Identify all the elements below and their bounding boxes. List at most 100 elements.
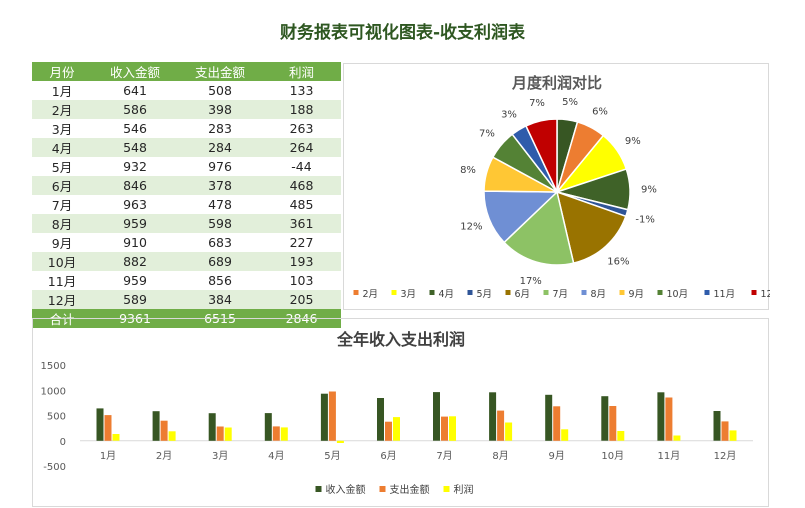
pie-chart-panel: 月度利润对比 5%6%9%9%-1%16%17%12%8%7%3%7% 1月2月… (343, 63, 771, 310)
x-tick-label: 11月 (658, 450, 681, 462)
cell-expense: 478 (208, 197, 232, 212)
legend-label: 利润 (454, 483, 474, 496)
legend-label: 7月 (553, 289, 569, 300)
income-expense-table: 月份 收入金额 支出金额 利润 1月 641 508 133 2月 586 398 188 3月… (32, 62, 341, 328)
legend-label: 2月 (363, 289, 379, 300)
pie-data-label: 3% (501, 110, 517, 121)
table-row: 11月 959 856 103 (32, 271, 341, 290)
bar (497, 410, 505, 441)
pie-chart-title: 月度利润对比 (511, 74, 602, 92)
x-tick-label: 5月 (324, 450, 340, 462)
legend-swatch (543, 290, 549, 295)
cell-month: 6月 (32, 176, 92, 195)
pie-data-label: 7% (479, 128, 495, 139)
x-tick-label: 9月 (549, 450, 565, 462)
bar (441, 416, 448, 441)
cell-income: 959 (92, 214, 178, 233)
table-row: 9月 910 683 227 (32, 233, 341, 252)
cell-profit: 263 (289, 121, 314, 136)
table-row: 12月 589 384 205 (32, 290, 341, 309)
bar (553, 406, 561, 441)
cell-month: 12月 (32, 290, 92, 309)
cell-profit: 193 (262, 252, 341, 271)
legend-swatch (379, 486, 386, 492)
cell-expense: 384 (178, 290, 262, 309)
bar (617, 431, 625, 441)
x-tick-label: 12月 (714, 450, 737, 462)
bar (152, 411, 160, 441)
y-tick-label: 0 (60, 437, 66, 448)
legend-label: 4月 (439, 289, 455, 300)
legend-swatch (443, 486, 450, 492)
bar (264, 413, 272, 441)
bar (713, 411, 721, 441)
legend-label: 8月 (591, 289, 607, 300)
bar (96, 408, 104, 441)
pie-data-label: 6% (592, 107, 608, 118)
bar (721, 421, 729, 441)
x-tick-label: 6月 (380, 450, 396, 462)
cell-profit: 485 (289, 197, 314, 212)
bar (385, 421, 392, 441)
cell-profit: 133 (289, 83, 314, 98)
pie-data-label: 9% (625, 136, 641, 147)
pie-data-label: 9% (641, 185, 657, 196)
cell-month: 8月 (32, 214, 92, 233)
bar (168, 431, 176, 441)
cell-month: 9月 (51, 236, 73, 251)
cell-income: 963 (123, 197, 147, 212)
pie-data-label: 12% (460, 222, 482, 233)
legend-label: 3月 (401, 289, 417, 300)
cell-expense: 856 (208, 273, 232, 288)
bar (377, 398, 384, 441)
legend-swatch (391, 290, 397, 295)
bar (272, 426, 280, 441)
legend-swatch (619, 290, 625, 295)
legend-label: 5月 (477, 289, 493, 300)
cell-income: 910 (123, 235, 147, 250)
bar (208, 413, 216, 441)
page-title: 财务报表可视化图表-收支利润表 (279, 23, 526, 43)
y-tick-label: 500 (47, 412, 66, 423)
legend-label: 12月 (761, 289, 771, 300)
cell-month: 10月 (32, 252, 92, 271)
table-row: 7月 963 478 485 (32, 195, 341, 214)
bar (489, 392, 497, 441)
cell-expense: 283 (208, 121, 232, 136)
bar (673, 435, 681, 441)
legend-label: 支出金额 (390, 483, 430, 496)
table-row: 6月 846 378 468 (32, 176, 341, 195)
bar (216, 426, 224, 441)
cell-income: 589 (92, 290, 178, 309)
table-header-row: 月份 收入金额 支出金额 利润 (32, 62, 341, 81)
pie-data-label: 17% (520, 276, 542, 287)
cell-profit: 103 (289, 273, 314, 288)
cell-month: 1月 (51, 84, 73, 99)
pie-data-label: 5% (562, 97, 578, 108)
cell-income: 546 (123, 121, 147, 136)
table-row: 5月 932 976 -44 (32, 157, 341, 176)
x-tick-label: 8月 (492, 450, 508, 462)
cell-expense: 976 (208, 159, 232, 174)
bar (601, 396, 609, 441)
pie-data-label: 16% (607, 257, 629, 268)
header-month: 月份 (32, 62, 92, 81)
legend-label: 9月 (629, 289, 645, 300)
legend-label: 10月 (667, 289, 689, 300)
legend-swatch (353, 290, 359, 295)
x-tick-label: 4月 (268, 450, 284, 462)
cell-profit: -44 (291, 159, 312, 174)
pie-data-label: -1% (635, 215, 654, 226)
bar (336, 440, 344, 443)
y-tick-label: 1500 (41, 361, 66, 372)
bar (393, 417, 400, 441)
legend-swatch (704, 290, 710, 295)
cell-profit: 468 (262, 176, 341, 195)
pie-slice (555, 190, 627, 264)
pie-chart: 月度利润对比 5%6%9%9%-1%16%17%12%8%7%3%7% 1月2月… (353, 74, 771, 300)
header-income: 收入金额 (92, 62, 178, 81)
bar (561, 429, 569, 441)
bar (280, 427, 288, 441)
legend-label: 6月 (515, 289, 531, 300)
cell-expense: 398 (178, 100, 262, 119)
